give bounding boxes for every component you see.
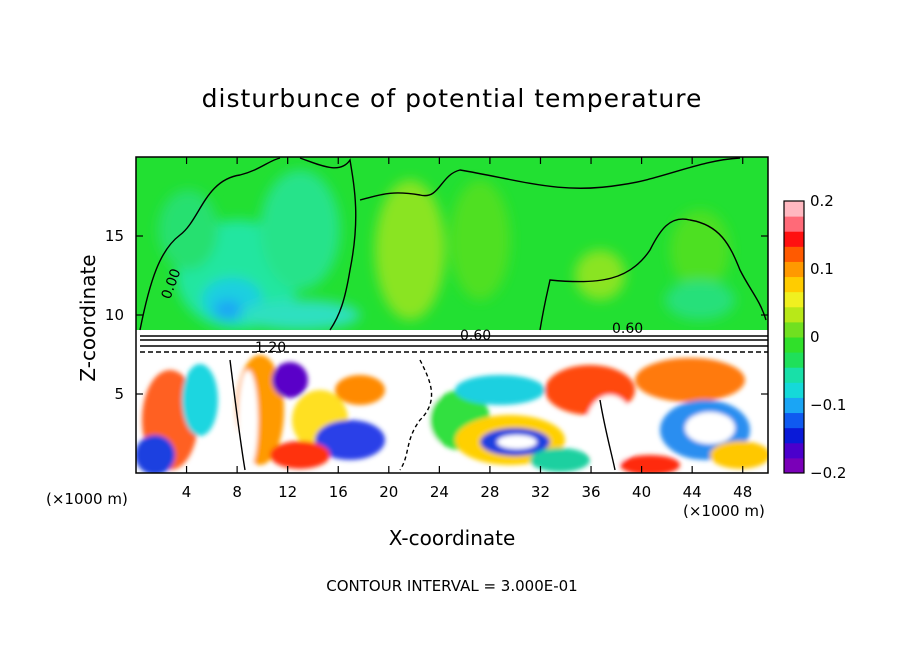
x-axis-label: X-coordinate bbox=[388, 526, 516, 550]
colorbar-swatch bbox=[784, 291, 804, 308]
colorbar-swatch bbox=[784, 246, 804, 262]
heatmap-field bbox=[136, 157, 768, 473]
colorbar-swatch bbox=[784, 442, 804, 459]
x-unit-label-left: (×1000 m) bbox=[46, 490, 128, 508]
colorbar-swatch bbox=[784, 216, 804, 232]
y-tick-label: 5 bbox=[114, 385, 124, 403]
colorbar-swatch bbox=[784, 306, 804, 323]
colorbar-tick-label: 0 bbox=[810, 328, 820, 346]
x-tick-label: 4 bbox=[182, 483, 192, 501]
x-tick-label: 8 bbox=[232, 483, 242, 501]
x-tick-label: 16 bbox=[329, 483, 348, 501]
x-tick-label: 24 bbox=[430, 483, 449, 501]
colorbar-swatch bbox=[784, 412, 804, 429]
colorbar-tick-label: 0.1 bbox=[810, 260, 834, 278]
x-tick-label: 32 bbox=[531, 483, 550, 501]
y-axis: 5 10 15 bbox=[105, 227, 768, 403]
y-axis-label: Z-coordinate bbox=[76, 254, 100, 382]
colorbar-tick-label: 0.2 bbox=[810, 192, 834, 210]
x-tick-label: 40 bbox=[632, 483, 651, 501]
colorbar-swatch bbox=[784, 367, 804, 383]
colorbar-swatch bbox=[784, 427, 804, 444]
contour-label: 0.60 bbox=[460, 328, 491, 344]
x-axis: 4 8 12 16 20 24 28 32 36 40 44 48 bbox=[182, 157, 752, 501]
colorbar: 0.2 0.1 0 −0.1 −0.2 bbox=[783, 192, 846, 482]
x-tick-label: 20 bbox=[379, 483, 398, 501]
chart-title: disturbunce of potential temperature bbox=[201, 84, 703, 113]
x-tick-label: 12 bbox=[278, 483, 297, 501]
colorbar-tick-label: −0.2 bbox=[810, 464, 846, 482]
colorbar-swatch bbox=[784, 321, 804, 338]
colorbar-swatch bbox=[784, 231, 804, 247]
colorbar-frame bbox=[783, 200, 805, 474]
contour-interval-note: CONTOUR INTERVAL = 3.000E-01 bbox=[326, 577, 578, 595]
colorbar-tick-label: −0.1 bbox=[810, 396, 846, 414]
colorbar-swatch bbox=[784, 397, 804, 414]
x-tick-label: 48 bbox=[733, 483, 752, 501]
x-unit-label-right: (×1000 m) bbox=[683, 502, 765, 520]
contour-label: 0.60 bbox=[612, 321, 643, 337]
x-tick-label: 28 bbox=[480, 483, 499, 501]
colorbar-swatch bbox=[784, 457, 804, 474]
x-tick-label: 44 bbox=[683, 483, 702, 501]
colorbar-swatch bbox=[784, 201, 804, 217]
colorbar-swatch bbox=[784, 261, 804, 278]
colorbar-swatch bbox=[784, 352, 804, 368]
y-tick-label: 10 bbox=[105, 306, 124, 324]
x-tick-label: 36 bbox=[581, 483, 600, 501]
colorbar-swatch bbox=[784, 276, 804, 293]
colorbar-swatch bbox=[784, 382, 804, 398]
contour-label: 1.20 bbox=[255, 340, 286, 356]
y-tick-label: 15 bbox=[105, 227, 124, 245]
colorbar-swatch bbox=[784, 337, 804, 353]
